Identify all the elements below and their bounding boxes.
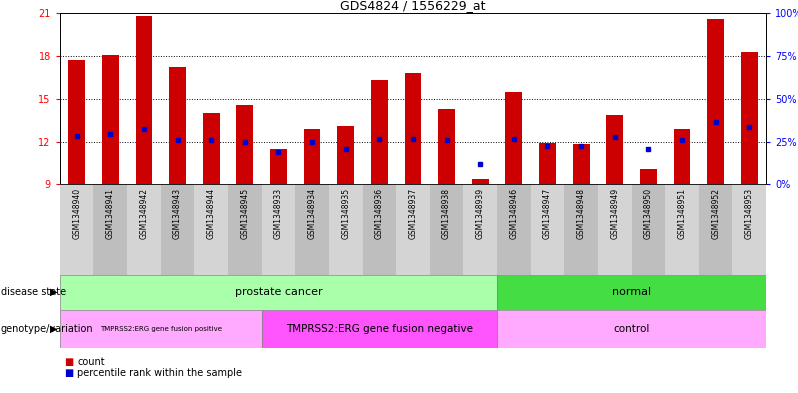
Bar <box>564 184 598 275</box>
Text: GSM1348948: GSM1348948 <box>577 188 586 239</box>
Bar <box>60 310 262 348</box>
Text: ▶: ▶ <box>50 324 57 334</box>
Text: GSM1348951: GSM1348951 <box>678 188 686 239</box>
Text: ▶: ▶ <box>50 287 57 297</box>
Bar <box>127 184 160 275</box>
Text: GSM1348945: GSM1348945 <box>240 188 249 239</box>
Bar <box>203 113 219 184</box>
Title: GDS4824 / 1556229_at: GDS4824 / 1556229_at <box>340 0 486 12</box>
Text: GSM1348935: GSM1348935 <box>342 188 350 239</box>
Text: count: count <box>77 356 105 367</box>
Text: GSM1348943: GSM1348943 <box>173 188 182 239</box>
Text: GSM1348944: GSM1348944 <box>207 188 215 239</box>
Text: control: control <box>614 324 650 334</box>
Text: GSM1348937: GSM1348937 <box>409 188 417 239</box>
Text: genotype/variation: genotype/variation <box>1 324 93 334</box>
Bar <box>674 129 690 184</box>
Text: GSM1348946: GSM1348946 <box>509 188 519 239</box>
Bar <box>666 184 699 275</box>
Bar <box>136 16 152 184</box>
Bar <box>438 109 455 184</box>
Bar <box>195 184 228 275</box>
Bar <box>573 144 590 184</box>
Bar <box>497 275 766 310</box>
Text: GSM1348947: GSM1348947 <box>543 188 552 239</box>
Text: ■: ■ <box>64 356 73 367</box>
Bar <box>741 52 757 184</box>
Bar <box>640 169 657 184</box>
Bar <box>60 275 497 310</box>
Bar <box>606 114 623 184</box>
Bar <box>707 19 724 184</box>
Bar <box>539 143 556 184</box>
Bar <box>169 68 186 184</box>
Bar <box>160 184 195 275</box>
Text: percentile rank within the sample: percentile rank within the sample <box>77 368 243 378</box>
Bar <box>304 129 321 184</box>
Text: prostate cancer: prostate cancer <box>235 287 322 297</box>
Text: TMPRSS2:ERG gene fusion positive: TMPRSS2:ERG gene fusion positive <box>100 326 222 332</box>
Bar <box>270 149 286 184</box>
Bar <box>405 73 421 184</box>
Bar <box>102 55 119 184</box>
Bar <box>69 61 85 184</box>
Text: GSM1348942: GSM1348942 <box>140 188 148 239</box>
Bar <box>396 184 430 275</box>
Text: disease state: disease state <box>1 287 66 297</box>
Text: GSM1348934: GSM1348934 <box>307 188 317 239</box>
Text: GSM1348940: GSM1348940 <box>72 188 81 239</box>
Text: GSM1348936: GSM1348936 <box>375 188 384 239</box>
Text: TMPRSS2:ERG gene fusion negative: TMPRSS2:ERG gene fusion negative <box>286 324 473 334</box>
Text: GSM1348939: GSM1348939 <box>476 188 484 239</box>
Bar <box>497 310 766 348</box>
Text: GSM1348952: GSM1348952 <box>711 188 720 239</box>
Bar <box>699 184 733 275</box>
Bar <box>631 184 666 275</box>
Text: GSM1348950: GSM1348950 <box>644 188 653 239</box>
Bar <box>362 184 396 275</box>
Bar <box>464 184 497 275</box>
Bar <box>329 184 362 275</box>
Bar <box>338 126 354 184</box>
Text: GSM1348949: GSM1348949 <box>610 188 619 239</box>
Bar <box>236 105 253 184</box>
Bar <box>430 184 464 275</box>
Text: ■: ■ <box>64 368 73 378</box>
Text: GSM1348933: GSM1348933 <box>274 188 283 239</box>
Bar <box>262 310 497 348</box>
Bar <box>228 184 262 275</box>
Text: GSM1348953: GSM1348953 <box>745 188 754 239</box>
Bar <box>93 184 127 275</box>
Text: GSM1348941: GSM1348941 <box>106 188 115 239</box>
Bar <box>262 184 295 275</box>
Text: GSM1348938: GSM1348938 <box>442 188 451 239</box>
Bar <box>505 92 522 184</box>
Bar <box>531 184 564 275</box>
Text: normal: normal <box>612 287 651 297</box>
Bar <box>60 184 93 275</box>
Bar <box>598 184 631 275</box>
Bar <box>295 184 329 275</box>
Bar <box>733 184 766 275</box>
Bar <box>497 184 531 275</box>
Bar <box>472 178 488 184</box>
Bar <box>371 80 388 184</box>
